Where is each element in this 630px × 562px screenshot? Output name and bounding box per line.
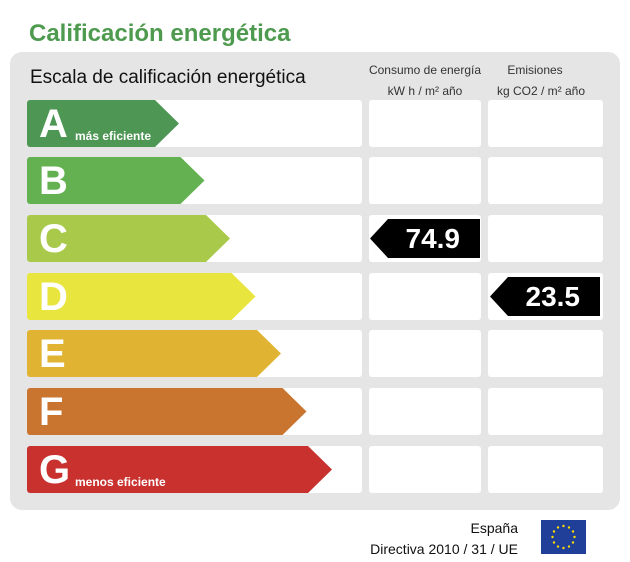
- rating-letter: A: [39, 102, 68, 146]
- emisiones-cell: [488, 446, 603, 493]
- eu-flag-icon: [541, 520, 586, 554]
- rating-bar-g: G menos eficiente: [27, 446, 332, 493]
- rating-letter: F: [39, 390, 64, 434]
- consumo-unit: kW h / m² año: [387, 84, 463, 98]
- consumo-cell: [369, 388, 481, 435]
- page-title: Calificación energética: [29, 20, 291, 47]
- consumo-value: 74.9: [370, 219, 480, 258]
- consumo-cell: [369, 100, 481, 147]
- rating-bar-b: B: [27, 157, 205, 204]
- rating-bar-e: E: [27, 330, 281, 377]
- emisiones-unit: kg CO2 / m² año: [496, 84, 586, 98]
- rating-letter: G: [39, 448, 71, 492]
- emisiones-cell: [488, 330, 603, 377]
- consumo-cell: [369, 330, 481, 377]
- directive-label: Directiva 2010 / 31 / UE: [370, 541, 518, 557]
- rating-sub: menos eficiente: [75, 475, 166, 489]
- emisiones-cell: [488, 100, 603, 147]
- consumo-cell: [369, 157, 481, 204]
- emisiones-header: Emisiones: [507, 63, 563, 77]
- rating-bar-a: A más eficiente: [27, 100, 179, 147]
- rating-sub: más eficiente: [75, 129, 152, 143]
- rating-letter: C: [39, 217, 68, 261]
- country-label: España: [470, 520, 518, 536]
- consumo-header: Consumo de energía: [368, 63, 482, 77]
- emisiones-cell: [488, 215, 603, 262]
- rating-bar-d: D: [27, 273, 256, 320]
- consumo-cell: [369, 273, 481, 320]
- emisiones-value: 23.5: [490, 277, 600, 316]
- rating-letter: D: [39, 275, 68, 319]
- rating-letter: E: [39, 332, 66, 376]
- consumo-cell: [369, 446, 481, 493]
- rating-letter: B: [39, 159, 68, 203]
- emisiones-cell: [488, 388, 603, 435]
- rating-bar-f: F: [27, 388, 307, 435]
- emisiones-cell: [488, 157, 603, 204]
- rating-bar-c: C: [27, 215, 230, 262]
- scale-title: Escala de calificación energética: [30, 67, 306, 88]
